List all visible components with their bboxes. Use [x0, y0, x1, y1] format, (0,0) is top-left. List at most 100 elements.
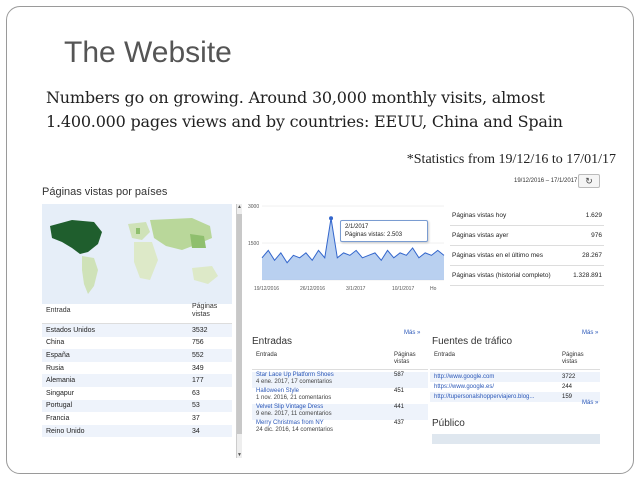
- line-chart-svg: 3000 1500 19/12/2016 26/12/2016 3/1/2017 10/1…: [248, 204, 445, 292]
- publico-more-link[interactable]: Más »: [582, 400, 599, 406]
- traffic-source-row[interactable]: http://www.google.com 3722: [430, 372, 600, 382]
- traffic-source-value: 3722: [562, 374, 576, 380]
- country-value: 756: [192, 339, 204, 347]
- chart-x-tick: 26/12/2016: [300, 286, 325, 292]
- chart-area-fill: [262, 218, 444, 280]
- entrada-subtitle: 1 nov. 2016, 21 comentarios: [256, 395, 332, 401]
- country-value: 3532: [192, 326, 208, 334]
- pageview-stats-panel: Páginas vistas hoy 1.629 Páginas vistas ay…: [450, 206, 604, 286]
- slide-title: The Website: [64, 36, 232, 69]
- chart-y-tick: 1500: [248, 241, 259, 247]
- fuentes-table-header: Entrada Páginas vistas: [430, 352, 600, 370]
- stat-label: Páginas vistas ayer: [452, 232, 509, 239]
- country-name: Reino Unido: [46, 427, 85, 435]
- traffic-source-value: 244: [562, 384, 573, 390]
- entradas-col-pageviews: Páginas vistas: [394, 352, 416, 365]
- country-value: 349: [192, 364, 204, 372]
- entrada-title-link[interactable]: Velvet Slip Vintage Dress: [256, 404, 324, 410]
- entrada-subtitle: 9 ene. 2017, 11 comentarios: [256, 411, 332, 417]
- country-row[interactable]: Alemania 177: [42, 374, 232, 387]
- country-col-pageviews: Páginas vistas: [192, 302, 218, 318]
- stat-row: Páginas vistas ayer 976: [450, 226, 604, 246]
- country-value: 177: [192, 377, 204, 385]
- scroll-down-icon[interactable]: ▼: [237, 452, 242, 458]
- traffic-source-row[interactable]: http://tupersonalshopperviajero.blog... 1…: [430, 392, 600, 402]
- statistics-note: *Statistics from 19/12/16 to 17/01/17: [406, 152, 616, 167]
- country-row[interactable]: China 756: [42, 337, 232, 350]
- scrollbar-thumb[interactable]: [237, 214, 242, 434]
- chart-x-tick: 10/1/2017: [392, 286, 414, 292]
- country-value: 34: [192, 427, 200, 435]
- country-name: Francia: [46, 414, 70, 422]
- country-row[interactable]: España 552: [42, 349, 232, 362]
- scrollbar[interactable]: ▲ ▼: [236, 204, 242, 458]
- entrada-title-link[interactable]: Star Lace Up Platform Shoes: [256, 372, 334, 378]
- entrada-row[interactable]: Velvet Slip Vintage Dress 9 ene. 2017, 11…: [252, 404, 428, 420]
- pageviews-line-chart: 3000 1500 19/12/2016 26/12/2016 3/1/2017 10/1…: [248, 202, 448, 294]
- entrada-title-link[interactable]: Merry Christmas from NY: [256, 420, 324, 426]
- stat-value: 976: [591, 232, 602, 239]
- refresh-button[interactable]: ↻: [578, 174, 600, 188]
- country-pageviews-panel: Páginas vistas por países Entrada Página…: [40, 186, 246, 458]
- entradas-title: Entradas: [252, 336, 293, 347]
- country-row[interactable]: Francia 37: [42, 412, 232, 425]
- chart-y-tick: 3000: [248, 204, 259, 210]
- traffic-sources-title: Fuentes de tráfico: [432, 336, 513, 347]
- fuentes-more-link[interactable]: Más »: [582, 330, 599, 336]
- country-table: Entrada Páginas vistas Estados Unidos 353…: [42, 298, 232, 438]
- traffic-source-url[interactable]: https://www.google.es/: [434, 384, 495, 390]
- entrada-row[interactable]: Halloween Style 1 nov. 2016, 21 comentari…: [252, 388, 428, 404]
- stat-value: 1.328.891: [573, 272, 602, 279]
- date-range-label: 19/12/2016 – 17/1/2017: [514, 178, 578, 184]
- country-name: Singapur: [46, 389, 75, 397]
- entrada-value: 451: [394, 388, 405, 394]
- country-row[interactable]: Rusia 349: [42, 362, 232, 375]
- analytics-dashboard-screenshot: 19/12/2016 – 17/1/2017 ↻ Páginas vistas …: [40, 172, 620, 458]
- country-value: 53: [192, 402, 200, 410]
- country-value: 63: [192, 389, 200, 397]
- entradas-col-entry: Entrada: [256, 352, 278, 358]
- entrada-value: 441: [394, 404, 405, 410]
- chart-x-tick: 19/12/2016: [254, 286, 279, 292]
- country-row[interactable]: Singapur 63: [42, 387, 232, 400]
- country-table-header: Entrada Páginas vistas: [42, 298, 232, 324]
- entrada-title-link[interactable]: Halloween Style: [256, 388, 300, 394]
- entrada-row[interactable]: Star Lace Up Platform Shoes 4 ene. 2017, …: [252, 372, 428, 388]
- chart-peak-point: [329, 216, 334, 221]
- entradas-more-link[interactable]: Más »: [404, 330, 421, 336]
- country-row[interactable]: Portugal 53: [42, 399, 232, 413]
- scroll-up-icon[interactable]: ▲: [237, 204, 242, 210]
- slide-body-text: Numbers go on growing. Around 30,000 mon…: [46, 88, 563, 131]
- country-name: Rusia: [46, 364, 64, 372]
- entrada-subtitle: 4 ene. 2017, 17 comentarios: [256, 379, 333, 385]
- country-name: China: [46, 339, 65, 347]
- country-panel-title: Páginas vistas por países: [42, 186, 168, 198]
- traffic-source-row[interactable]: https://www.google.es/244: [430, 382, 600, 392]
- stat-row: Páginas vistas hoy 1.629: [450, 206, 604, 226]
- country-row[interactable]: Estados Unidos 3532: [42, 324, 232, 337]
- country-name: Estados Unidos: [46, 326, 96, 334]
- stat-value: 1.629: [585, 212, 602, 219]
- entrada-value: 437: [394, 420, 405, 426]
- traffic-source-url[interactable]: http://tupersonalshopperviajero.blog...: [434, 394, 535, 400]
- country-name: Alemania: [46, 377, 76, 385]
- entrada-subtitle: 24 dic. 2016, 14 comentarios: [256, 427, 334, 433]
- tooltip-value: Páginas vistas: 2.503: [345, 232, 403, 238]
- traffic-source-url[interactable]: http://www.google.com: [434, 374, 495, 380]
- stat-label: Páginas vistas en el último mes: [452, 252, 544, 259]
- country-row[interactable]: Reino Unido 34: [42, 424, 232, 438]
- country-col-entry: Entrada: [46, 307, 71, 314]
- traffic-source-value: 159: [562, 394, 573, 400]
- tooltip-date: 2/1/2017: [345, 224, 369, 230]
- world-map: [42, 204, 232, 304]
- publico-map-strip: [432, 434, 600, 444]
- refresh-icon: ↻: [585, 175, 593, 186]
- entrada-row[interactable]: Merry Christmas from NY 24 dic. 2016, 14 …: [252, 420, 428, 436]
- chart-tooltip: 2/1/2017 Páginas vistas: 2.503: [340, 220, 428, 242]
- entrada-value: 587: [394, 372, 405, 378]
- entradas-table-header: Entrada Páginas vistas: [252, 352, 428, 370]
- country-name: Portugal: [46, 402, 73, 410]
- chart-x-tick: 3/1/2017: [346, 286, 366, 292]
- stat-label: Páginas vistas hoy: [452, 212, 507, 219]
- fuentes-col-entry: Entrada: [434, 352, 456, 358]
